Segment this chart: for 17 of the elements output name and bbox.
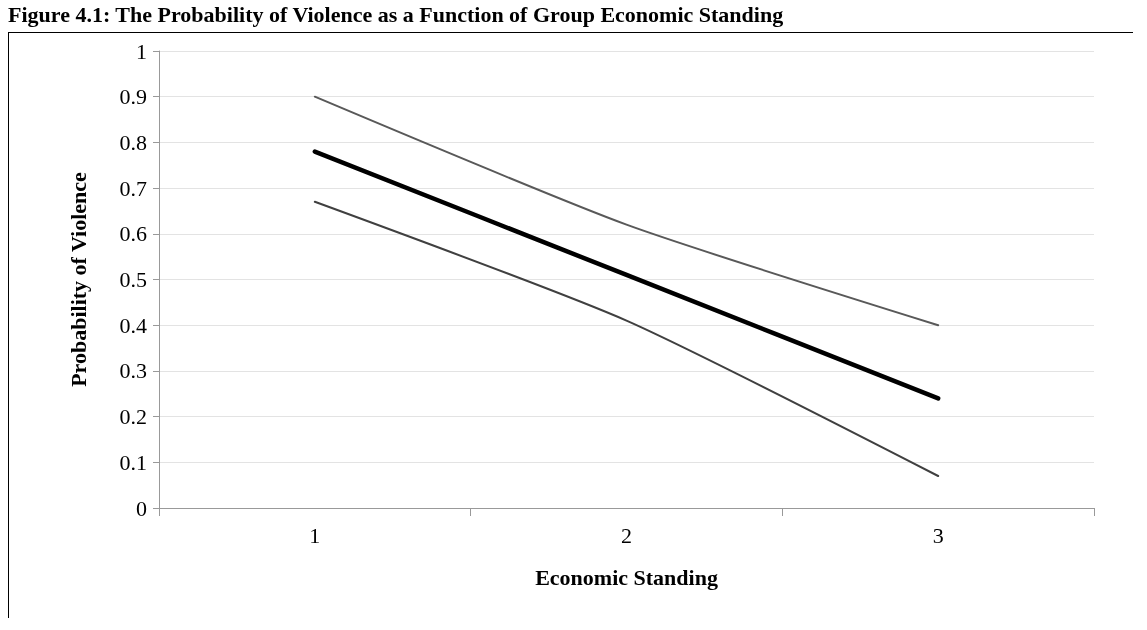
y-tick-label: 0.7 [119,175,147,201]
y-tick-label: 1 [136,38,147,64]
x-tick-label: 3 [932,522,944,548]
y-tick-label: 0.9 [119,84,147,110]
x-tick-label: 2 [621,522,632,548]
y-tick-label: 0.2 [119,404,147,430]
y-tick-label: 0.8 [119,129,147,155]
y-tick-label: 0 [136,495,147,521]
y-tick-label: 0.1 [119,449,147,475]
chart-title: Figure 4.1: The Probability of Violence as a Function of Group Economic Standing [8,2,785,28]
y-tick-label: 0.3 [119,358,147,384]
y-axis-title: Probability of Violence [65,171,91,387]
y-tick-label: 0.4 [119,312,147,338]
x-axis-title: Economic Standing [535,564,718,590]
y-tick-label: 0.6 [119,221,147,247]
x-tick-label: 1 [309,522,321,548]
y-tick-label: 0.5 [119,267,147,292]
